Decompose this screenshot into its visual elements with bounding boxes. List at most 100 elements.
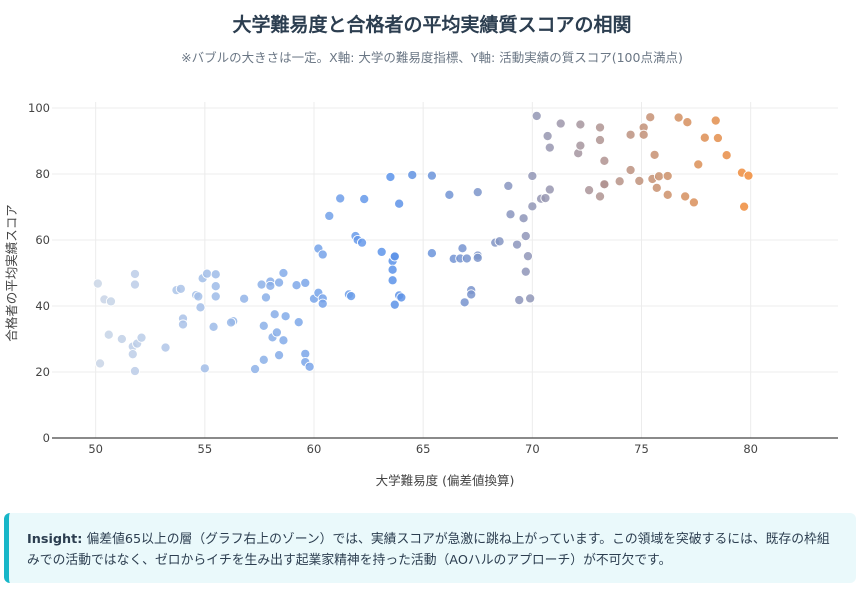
data-point (693, 159, 704, 170)
data-point (127, 349, 138, 360)
data-point (625, 129, 636, 140)
data-point (324, 210, 335, 221)
data-point (575, 140, 586, 151)
data-point (525, 293, 536, 304)
data-point (356, 237, 368, 248)
data-point (201, 268, 213, 279)
data-point (136, 332, 147, 343)
data-point (522, 251, 534, 262)
y-tick-label: 0 (43, 431, 50, 445)
x-tick-label: 55 (198, 442, 213, 456)
data-point (457, 243, 468, 254)
data-point (389, 299, 400, 310)
data-point (712, 132, 723, 144)
data-point (129, 365, 141, 377)
data-point (105, 296, 116, 307)
data-point (575, 119, 586, 130)
data-point (651, 182, 662, 193)
data-point (249, 363, 261, 375)
data-point (594, 122, 606, 133)
data-point (518, 213, 529, 224)
data-point (426, 170, 437, 181)
data-point (177, 319, 189, 330)
data-point (540, 193, 551, 204)
data-point (160, 342, 171, 353)
data-point (193, 291, 204, 302)
data-point (129, 279, 141, 290)
data-point (527, 201, 538, 212)
data-point (710, 115, 721, 126)
data-point (544, 142, 555, 153)
y-tick-label: 20 (35, 365, 50, 379)
data-point (258, 354, 269, 365)
data-point (376, 246, 387, 257)
data-point (527, 170, 538, 182)
data-point (195, 302, 206, 313)
data-point (520, 266, 531, 277)
data-point (225, 317, 237, 328)
data-point (271, 327, 282, 338)
data-point (512, 239, 523, 250)
data-point (103, 329, 114, 340)
data-point (389, 251, 400, 262)
chart-title: 大学難易度と合格者の平均実績質スコアの相関 (232, 14, 632, 36)
data-point (739, 201, 750, 212)
data-point (444, 189, 455, 200)
x-tick-label: 80 (743, 442, 758, 456)
data-point (466, 289, 477, 300)
y-tick-label: 100 (28, 101, 50, 115)
data-point (426, 248, 437, 259)
data-point (544, 184, 555, 195)
y-tick-label: 40 (35, 299, 50, 313)
data-point (278, 267, 289, 279)
x-tick-label: 60 (307, 442, 322, 456)
data-point (688, 197, 699, 208)
scatter-chart: 50 55 60 65 70 75 80 0 20 40 60 80 100 大学難易度 (偏差値換算… (4, 101, 838, 488)
data-point (94, 358, 106, 369)
data-point (662, 170, 673, 182)
data-point (634, 175, 645, 186)
data-point (743, 170, 754, 181)
data-point (387, 264, 398, 275)
y-axis-ticks: 0 20 40 60 80 100 (28, 101, 50, 445)
data-point (394, 198, 405, 209)
y-tick-label: 80 (35, 167, 50, 181)
data-point (653, 171, 665, 182)
grid-lines (52, 102, 838, 438)
data-point (531, 110, 542, 121)
data-point (269, 309, 280, 320)
data-point (614, 176, 625, 187)
insight-text: 偏差値65以上の層（グラフ右上のゾーン）では、実績スコアが急激に跳ね上がっていま… (27, 532, 830, 568)
data-point (258, 320, 269, 331)
data-point (584, 185, 595, 196)
data-point (291, 280, 302, 291)
insight-label: Insight: (27, 532, 83, 547)
data-point (239, 293, 250, 304)
data-point (649, 149, 660, 160)
x-tick-label: 70 (525, 442, 540, 456)
x-tick-label: 50 (88, 442, 103, 456)
data-point (92, 278, 103, 289)
data-point (304, 361, 315, 372)
data-point (699, 132, 710, 143)
data-point (300, 277, 311, 288)
data-point (472, 252, 483, 263)
data-point (505, 209, 516, 220)
data-point (116, 333, 127, 345)
data-point (199, 363, 210, 374)
data-point (346, 291, 357, 302)
data-point (210, 281, 221, 292)
data-point (280, 311, 291, 322)
data-point (265, 280, 276, 291)
data-point (673, 112, 684, 123)
data-point (293, 317, 304, 328)
data-point (278, 335, 289, 346)
x-tick-label: 65 (416, 442, 431, 456)
data-point (638, 129, 649, 140)
data-point (594, 191, 606, 202)
data-point (625, 164, 636, 176)
data-point (210, 269, 221, 280)
data-point (555, 118, 566, 129)
data-point (208, 321, 219, 332)
data-point (359, 194, 370, 205)
